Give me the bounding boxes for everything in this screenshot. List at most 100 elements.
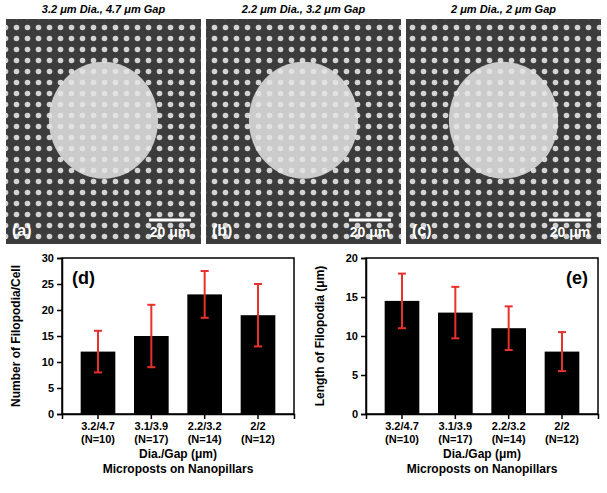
scale-bar — [349, 219, 391, 222]
x-tick: 3.1/3.9(N=17) — [438, 414, 472, 445]
micrograph — [406, 19, 601, 244]
x-axis: 3.2/4.7(N=10) 3.1/3.9(N=17) 2.2/3.2(N=14) 2… — [367, 414, 599, 445]
error-bar — [147, 305, 155, 367]
x-tick-label: 2/2(N=12) — [545, 420, 579, 445]
y-tick-label: 0 — [48, 408, 54, 420]
x-tick-label: 3.1/3.9(N=17) — [438, 420, 472, 445]
plot-frame — [62, 258, 294, 414]
y-tick-label: 15 — [346, 291, 358, 303]
error-bar-stem — [454, 287, 456, 338]
y-tick: 10 — [346, 330, 366, 342]
x-tick-label: 2.2/3.2(N=14) — [188, 420, 222, 445]
cell — [49, 62, 158, 179]
error-bar-stem — [204, 271, 206, 318]
y-tick: 5 — [352, 369, 366, 381]
error-bar — [94, 331, 102, 373]
y-tick: 20 — [42, 304, 62, 316]
y-tick: 0 — [48, 408, 62, 420]
x-axis-line — [63, 415, 295, 420]
y-axis-title: Number of Filopodia/Cell — [9, 265, 23, 407]
x-axis-title: Microposts on Nanopillars — [407, 462, 558, 476]
panel-letter: (a) — [12, 222, 32, 239]
error-bar — [558, 332, 566, 371]
scale-bar — [549, 219, 591, 222]
x-tick: 3.1/3.9(N=17) — [134, 414, 168, 445]
bar-chart: 0 5 10 15 20 3.2/4.7(N=10) 3.1/3.9(N=17) 2.2/3.… — [313, 252, 599, 476]
error-bar-cap — [505, 349, 513, 351]
panel-title: 2 μm Dia., 2 μm Gap — [450, 3, 556, 15]
cell — [449, 62, 558, 179]
x-tick: 3.2/4.7(N=10) — [385, 414, 419, 445]
error-bar-cap — [398, 273, 406, 275]
error-bar-cap — [451, 286, 459, 288]
plot-area — [385, 274, 580, 414]
y-tick-label: 5 — [352, 369, 358, 381]
error-bar-cap — [147, 304, 155, 306]
error-bar-cap — [451, 337, 459, 339]
scale-bar — [149, 219, 191, 222]
error-bar-cap — [94, 371, 102, 373]
y-tick: 15 — [346, 291, 366, 303]
error-bar-cap — [398, 327, 406, 329]
y-tick-label: 25 — [42, 278, 54, 290]
error-bar — [201, 271, 209, 318]
x-axis-title: Dia./Gap (μm) — [139, 447, 217, 461]
panel-title: 3.2 μm Dia., 4.7 μm Gap — [42, 3, 166, 15]
error-bar-cap — [94, 330, 102, 332]
y-tick-label: 0 — [352, 408, 358, 420]
bar-chart: 0 5 10 15 20 25 30 3.2/4.7(N=10) 3.1/3.9(N=17) 2.… — [9, 252, 295, 476]
micrograph — [206, 19, 401, 244]
x-tick: 2.2/3.2(N=14) — [492, 414, 526, 445]
image-panel: 2.2 μm Dia., 3.2 μm Gap (b) 20 μm — [206, 3, 401, 244]
y-axis-title: Length of Filopodia (μm) — [313, 266, 327, 407]
x-tick-label: 2.2/3.2(N=14) — [492, 420, 526, 445]
x-tick-label: 3.2/4.7(N=10) — [81, 420, 115, 445]
x-axis: 3.2/4.7(N=10) 3.1/3.9(N=17) 2.2/3.2(N=14) 2… — [63, 414, 295, 445]
figure: 3.2 μm Dia., 4.7 μm Gap(a)20 μm2.2 μm Di… — [0, 0, 607, 493]
y-tick-label: 20 — [346, 252, 358, 264]
error-bar-cap — [558, 331, 566, 333]
y-tick-label: 20 — [42, 304, 54, 316]
y-tick-label: 5 — [48, 382, 54, 394]
x-tick: 2/2(N=12) — [241, 414, 275, 445]
image-panel: 2 μm Dia., 2 μm Gap(c)20 μm — [406, 3, 601, 244]
x-axis-title: Microposts on Nanopillars — [103, 462, 254, 476]
error-bar-cap — [201, 270, 209, 272]
y-tick: 25 — [42, 278, 62, 290]
error-bar — [398, 274, 406, 329]
y-tick: 5 — [48, 382, 62, 394]
panel-letter: (d) — [72, 268, 95, 288]
x-tick: 3.2/4.7(N=10) — [81, 414, 115, 445]
error-bar-cap — [505, 305, 513, 307]
panel-letter: (b) — [212, 222, 232, 239]
y-axis: 0 5 10 15 20 — [346, 252, 367, 420]
error-bar-stem — [508, 306, 510, 350]
x-tick-label: 2/2(N=12) — [241, 420, 275, 445]
error-bar-cap — [201, 317, 209, 319]
error-bar-cap — [254, 283, 262, 285]
x-tick: 2/2(N=12) — [545, 414, 579, 445]
error-bar-stem — [97, 331, 99, 373]
scale-bar-label: 20 μm — [350, 224, 390, 240]
error-bar-stem — [257, 284, 259, 346]
scale-bar-label: 20 μm — [150, 224, 190, 240]
plot-frame — [366, 258, 598, 414]
x-axis-title: Dia./Gap (μm) — [443, 447, 521, 461]
y-tick-label: 10 — [42, 356, 54, 368]
error-bar — [254, 284, 262, 346]
y-tick-label: 10 — [346, 330, 358, 342]
y-tick-label: 15 — [42, 330, 54, 342]
error-bar-stem — [561, 332, 563, 371]
error-bar-cap — [254, 345, 262, 347]
panel-letter: (c) — [412, 222, 432, 239]
cell — [249, 62, 358, 179]
x-tick-label: 3.1/3.9(N=17) — [134, 420, 168, 445]
y-tick: 0 — [352, 408, 366, 420]
error-bar-stem — [401, 274, 403, 329]
y-tick: 15 — [42, 330, 62, 342]
y-tick-label: 30 — [42, 252, 54, 264]
panel-title: 2.2 μm Dia., 3.2 μm Gap — [241, 3, 366, 15]
error-bar-cap — [147, 366, 155, 368]
error-bar — [451, 287, 459, 338]
x-tick: 2.2/3.2(N=14) — [188, 414, 222, 445]
